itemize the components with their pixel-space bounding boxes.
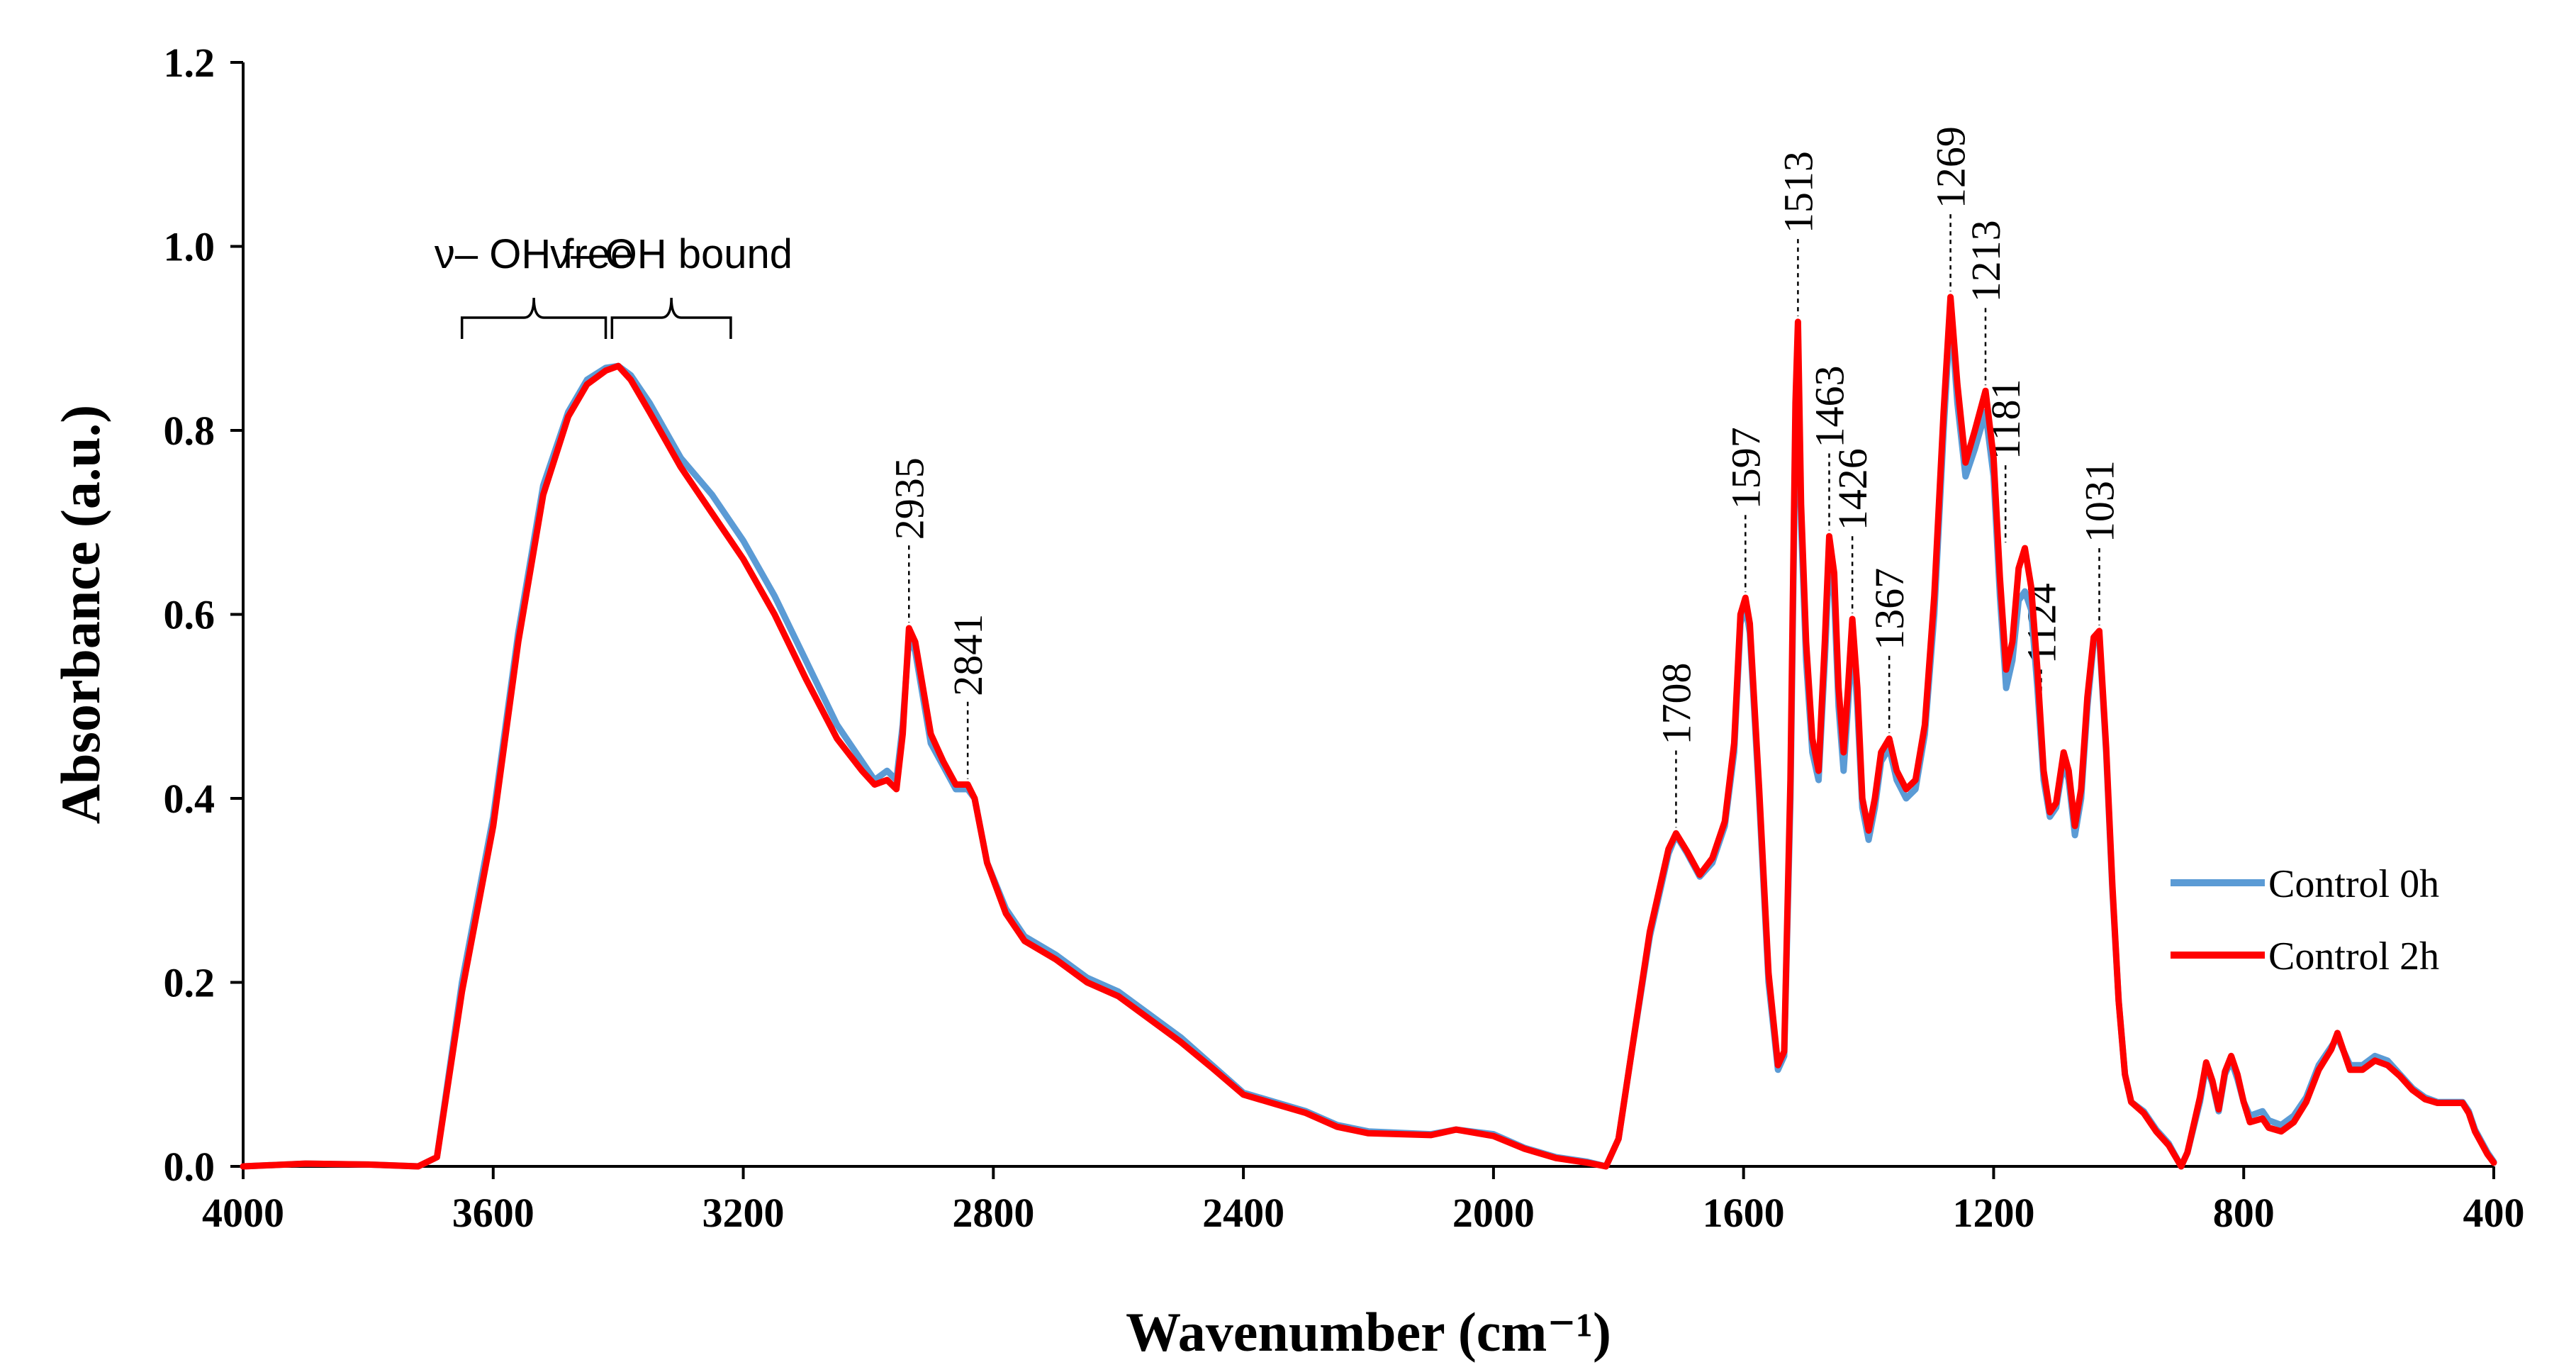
legend-label: Control 2h	[2268, 935, 2439, 978]
axes	[242, 62, 2494, 1168]
x-tick-label: 3200	[702, 1190, 785, 1236]
y-tick-label: 0.8	[164, 408, 215, 454]
peak-label: 2935	[886, 457, 932, 540]
y-tick-label: 1.2	[164, 40, 215, 86]
x-tick-label: 3600	[452, 1190, 534, 1236]
x-tick-label: 1600	[1703, 1190, 1785, 1236]
x-tick-label: 800	[2213, 1190, 2275, 1236]
peak-label: 1597	[1723, 427, 1769, 509]
x-tick-label: 2000	[1452, 1190, 1535, 1236]
peak-label: 2841	[945, 614, 991, 696]
legend-label: Control 0h	[2268, 862, 2439, 906]
peak-label: 1513	[1775, 151, 1821, 233]
peak-label: 1463	[1806, 365, 1852, 447]
peak-label: 1031	[2076, 460, 2122, 542]
range-label: ν– OH bound	[550, 231, 793, 277]
y-axis-title: Absorbance (a.u.)	[50, 405, 111, 825]
series-line-control-0h	[240, 307, 2497, 1170]
range-label: ν– OH free	[435, 231, 633, 277]
y-tick-label: 1.0	[164, 224, 215, 270]
y-tick-label: 0.2	[164, 960, 215, 1006]
y-tick-label: 0.6	[164, 592, 215, 638]
x-tick-label: 1200	[1952, 1190, 2034, 1236]
peak-label: 1269	[1928, 126, 1974, 208]
x-tick-label: 2400	[1202, 1190, 1284, 1236]
series-line-control-2h	[240, 294, 2497, 1170]
x-tick-label: 4000	[202, 1190, 284, 1236]
series-lines	[240, 294, 2497, 1170]
peak-label: 1213	[1963, 220, 2009, 302]
range-bracket	[610, 297, 732, 339]
x-tick-label: 2800	[952, 1190, 1034, 1236]
axis-ticks: 0.0 0.2 0.4 0.6 0.8 1.0 1.2 4000 3600 3200 2800 240…	[164, 40, 2525, 1236]
peak-label: 1708	[1653, 663, 1699, 745]
y-tick-label: 0.0	[164, 1144, 215, 1190]
x-axis-title: Wavenumber (cm⁻¹)	[1126, 1301, 1611, 1363]
x-tick-label: 400	[2463, 1190, 2525, 1236]
peak-label: 1367	[1866, 568, 1913, 650]
range-bracket	[460, 297, 607, 339]
peak-label: 1426	[1830, 448, 1876, 530]
legend: Control 0h Control 2h	[2171, 862, 2439, 978]
y-tick-label: 0.4	[164, 776, 215, 822]
